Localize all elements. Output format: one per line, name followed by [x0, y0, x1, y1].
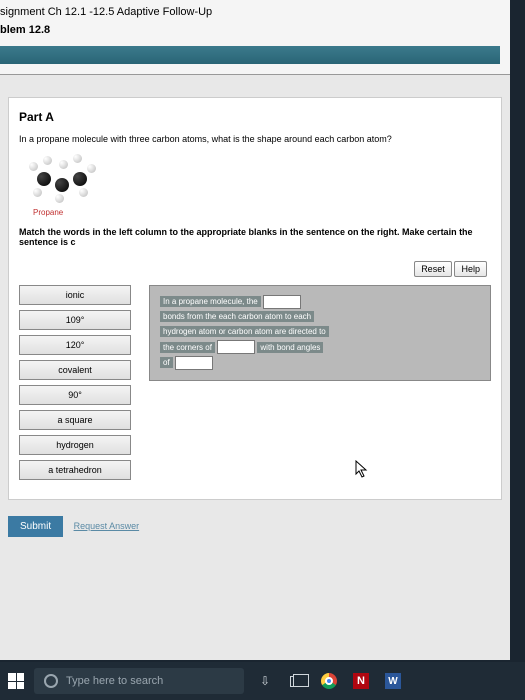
sent-l3: hydrogen atom or carbon atom are directe…: [160, 326, 329, 337]
word-109[interactable]: 109°: [19, 310, 131, 330]
sent-l4a: the corners of: [160, 342, 215, 353]
help-button[interactable]: Help: [454, 261, 487, 277]
question-panel: Part A In a propane molecule with three …: [8, 97, 502, 500]
sentence-target[interactable]: In a propane molecule, the bonds from th…: [149, 285, 491, 381]
problem-number: blem 12.8: [0, 24, 500, 36]
sent-l1: In a propane molecule, the: [160, 296, 261, 307]
assignment-title: signment Ch 12.1 -12.5 Adaptive Follow-U…: [0, 6, 500, 18]
chrome-icon[interactable]: [318, 670, 340, 692]
word-120[interactable]: 120°: [19, 335, 131, 355]
word-tetrahedron[interactable]: a tetrahedron: [19, 460, 131, 480]
search-placeholder: Type here to search: [66, 675, 163, 687]
start-button[interactable]: [8, 673, 24, 689]
request-answer-link[interactable]: Request Answer: [74, 521, 140, 531]
sent-l2: bonds from the each carbon atom to each: [160, 311, 314, 322]
match-area: ionic 109° 120° covalent 90° a square hy…: [19, 285, 491, 485]
word-square[interactable]: a square: [19, 410, 131, 430]
windows-taskbar: Type here to search ⇩ N W: [0, 662, 525, 700]
propane-molecule-graphic: [25, 150, 99, 206]
taskbar-search[interactable]: Type here to search: [34, 668, 244, 694]
reset-button[interactable]: Reset: [414, 261, 452, 277]
word-90[interactable]: 90°: [19, 385, 131, 405]
netflix-icon[interactable]: N: [350, 670, 372, 692]
question-text: In a propane molecule with three carbon …: [19, 134, 491, 144]
mic-icon[interactable]: ⇩: [254, 670, 276, 692]
blank-1[interactable]: [263, 295, 301, 309]
sent-l5: of: [160, 357, 173, 368]
part-label: Part A: [19, 110, 491, 124]
header-bar: [0, 46, 500, 64]
cortana-icon: [44, 674, 58, 688]
word-hydrogen[interactable]: hydrogen: [19, 435, 131, 455]
submit-button[interactable]: Submit: [8, 516, 63, 537]
task-view-icon[interactable]: [286, 670, 308, 692]
match-instruction: Match the words in the left column to th…: [19, 227, 491, 247]
blank-2[interactable]: [217, 340, 255, 354]
word-bank: ionic 109° 120° covalent 90° a square hy…: [19, 285, 131, 485]
assignment-header: signment Ch 12.1 -12.5 Adaptive Follow-U…: [0, 0, 510, 75]
word-covalent[interactable]: covalent: [19, 360, 131, 380]
word-icon[interactable]: W: [382, 670, 404, 692]
sent-l4b: with bond angles: [257, 342, 323, 353]
blank-3[interactable]: [175, 356, 213, 370]
molecule-label: Propane: [33, 208, 491, 217]
word-ionic[interactable]: ionic: [19, 285, 131, 305]
